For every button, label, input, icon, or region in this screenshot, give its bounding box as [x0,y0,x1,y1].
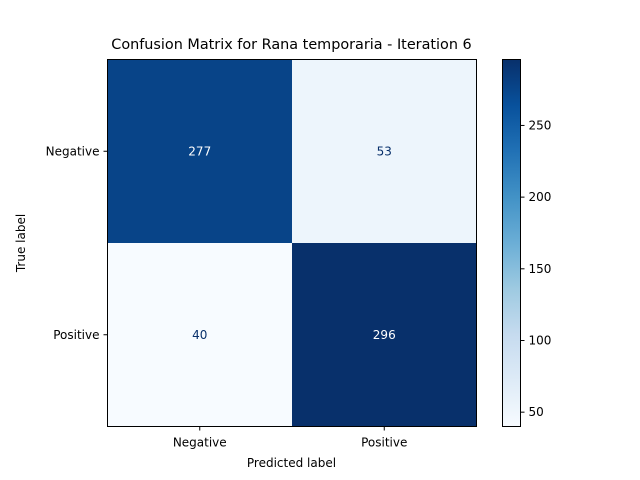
colorbar-tick-label: 200 [529,190,552,204]
colorbar [502,59,521,427]
heatmap-cell [107,59,292,243]
y-axis-label: True label [14,214,28,273]
cell-value-label: 40 [192,328,207,342]
colorbar-tick-label: 50 [529,405,544,419]
y-axis-ticks: Negative Positive [46,144,108,342]
y-tick-label: Positive [53,328,99,342]
cell-value-labels: 277 53 40 296 [188,144,395,342]
heatmap-cells [107,59,477,427]
x-tick-label: Positive [361,436,407,450]
y-tick-label: Negative [46,144,100,158]
colorbar-ticks: 50 100 150 200 250 [520,118,552,419]
heatmap-cell [292,59,477,243]
heatmap-cell [107,243,292,427]
colorbar-tick-label: 100 [529,333,552,347]
cell-value-label: 296 [373,328,396,342]
x-axis-ticks: Negative Positive [173,426,407,450]
colorbar-tick-label: 250 [529,118,552,132]
x-axis-label: Predicted label [247,456,336,470]
plot-frame [107,59,477,427]
colorbar-tick-label: 150 [529,262,552,276]
heatmap-cell [292,243,477,427]
chart-title: Confusion Matrix for Rana temporaria - I… [111,37,471,53]
cell-value-label: 277 [188,144,211,158]
x-tick-label: Negative [173,436,227,450]
cell-value-label: 53 [377,144,392,158]
